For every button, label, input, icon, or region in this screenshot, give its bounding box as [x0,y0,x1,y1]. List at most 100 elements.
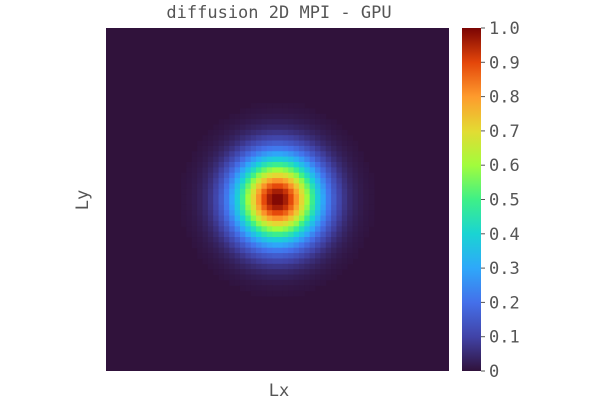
heatmap-cell [245,199,252,206]
heatmap-cell [207,231,214,238]
heatmap-cell [245,188,252,195]
heatmap-cell [181,215,187,222]
heatmap-cell [272,108,278,115]
heatmap-cell [250,119,257,125]
heatmap-cell [181,204,187,211]
heatmap-cell [357,151,364,158]
heatmap-cell [288,194,295,200]
heatmap-cell [309,156,316,163]
heatmap-cell [352,199,359,206]
heatmap-cell [298,103,305,109]
heatmap-cell [239,263,246,270]
heatmap-cell [309,167,316,174]
heatmap-cell [298,183,305,190]
heatmap-cell [282,226,289,233]
heatmap-cell [309,188,316,195]
heatmap-cell [288,151,295,158]
heatmap-cell [272,263,278,270]
heatmap-cell [309,135,316,142]
heatmap-cell [207,199,214,206]
heatmap-cell [282,204,289,211]
heatmap-cell [363,188,370,195]
heatmap-cell [261,129,268,136]
heatmap-cell [277,129,284,136]
heatmap-cell [320,258,327,265]
heatmap-cell [207,145,214,152]
heatmap-cell [245,210,252,217]
heatmap-cell [266,161,273,168]
heatmap-plot-area [106,28,449,371]
chart-title: diffusion 2D MPI - GPU [166,3,391,23]
heatmap-cell [315,145,321,152]
heatmap-cell [347,183,354,190]
heatmap-cell [181,199,187,206]
heatmap-cell [309,269,316,276]
heatmap-cell [331,269,337,276]
heatmap-cell [325,199,332,206]
heatmap-cell [363,178,370,184]
heatmap-cell [272,210,278,217]
heatmap-cell [331,226,337,233]
heatmap-cell [218,274,225,281]
heatmap-cell [293,258,300,265]
heatmap-cell [368,204,375,211]
heatmap-cell [234,220,241,227]
heatmap-cell [282,231,289,238]
heatmap-cell [245,129,252,136]
heatmap-cell [293,129,300,136]
heatmap-cell [223,151,230,158]
heatmap-cell [266,135,273,142]
heatmap-cell [239,140,246,147]
heatmap-cell [218,269,225,276]
heatmap-cell [218,242,225,249]
heatmap-cell [261,140,268,147]
heatmap-cell [282,210,289,217]
heatmap-cell [352,140,359,147]
heatmap-cell [229,124,236,131]
heatmap-cell [218,178,225,184]
heatmap-cell [245,204,252,211]
heatmap-cell [245,215,252,222]
heatmap-cell [261,172,268,179]
heatmap-cell [277,220,284,227]
heatmap-cell [341,220,348,227]
heatmap-cell [197,183,203,190]
heatmap-cell [357,242,364,249]
heatmap-cell [304,199,311,206]
heatmap-cell [239,172,246,179]
heatmap-cell [186,204,193,211]
heatmap-cell [256,199,262,206]
heatmap-cell [186,161,193,168]
heatmap-cell [320,124,327,131]
heatmap-cell [245,156,252,163]
heatmap-cell [213,183,220,190]
heatmap-cell [325,119,332,125]
heatmap-cell [234,161,241,168]
heatmap-cell [250,247,257,254]
heatmap-cell [250,253,257,259]
heatmap-cell [331,161,337,168]
heatmap-cell [298,188,305,195]
heatmap-cell [368,188,375,195]
heatmap-cell [325,151,332,158]
heatmap-cell [250,263,257,270]
heatmap-cell [320,247,327,254]
heatmap-cell [304,226,311,233]
heatmap-cell [223,215,230,222]
heatmap-cell [320,113,327,120]
heatmap-cell [191,242,198,249]
heatmap-cell [207,172,214,179]
heatmap-cell [288,247,295,254]
heatmap-cell [293,145,300,152]
heatmap-cell [218,226,225,233]
heatmap-cell [331,199,337,206]
heatmap-cell [336,226,343,233]
heatmap-cell [331,247,337,254]
heatmap-cell [245,140,252,147]
heatmap-cell [304,135,311,142]
heatmap-cell [309,172,316,179]
heatmap-cell [223,204,230,211]
heatmap-cell [288,188,295,195]
heatmap-cell [266,247,273,254]
heatmap-cell [239,124,246,131]
